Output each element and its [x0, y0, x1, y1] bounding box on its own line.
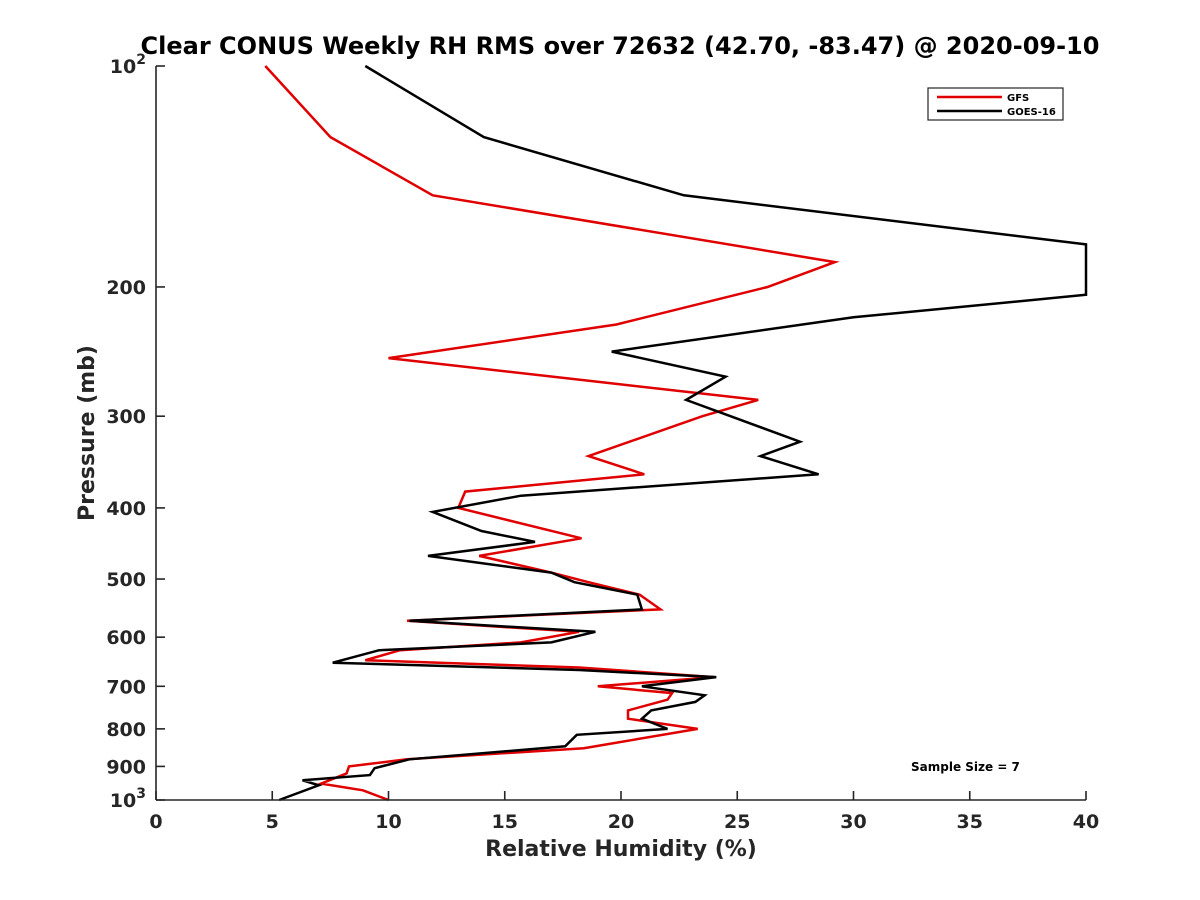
x-tick-label: 15 [492, 811, 518, 833]
x-tick-label: 0 [149, 811, 162, 833]
chart-title: Clear CONUS Weekly RH RMS over 72632 (42… [141, 32, 1100, 60]
sample-size-annotation: Sample Size = 7 [911, 760, 1020, 774]
legend-label-goes16: GOES-16 [1007, 107, 1056, 118]
legend-box [927, 87, 1064, 121]
x-axis-label: Relative Humidity (%) [485, 837, 757, 862]
y-tick-label: 400 [106, 498, 146, 520]
y-tick-label: 800 [106, 719, 146, 741]
x-tick-label: 5 [266, 811, 279, 833]
y-axis-ticks: 102 200 300 400 500 600 700 800 900 103 [106, 52, 165, 812]
series-line-gfs [264, 65, 840, 802]
y-tick-label: 103 [110, 786, 146, 812]
x-tick-label: 35 [957, 811, 983, 833]
series-line-goes16 [278, 64, 1088, 802]
y-tick-label: 500 [106, 569, 146, 591]
y-tick-label: 102 [110, 52, 146, 78]
y-tick-label: 200 [106, 277, 146, 299]
legend: GFS GOES-16 [927, 87, 1064, 121]
y-tick-label: 900 [106, 756, 146, 778]
y-tick-label: 600 [106, 627, 146, 649]
y-axis-label: Pressure (mb) [75, 345, 100, 521]
x-axis-ticks: 0 5 10 15 20 25 30 35 40 [149, 791, 1099, 833]
series-group [264, 64, 1088, 802]
y-tick-label: 700 [106, 676, 146, 698]
x-tick-label: 30 [840, 811, 866, 833]
y-tick-label: 300 [106, 406, 146, 428]
x-tick-label: 25 [724, 811, 750, 833]
x-tick-label: 20 [608, 811, 634, 833]
x-tick-label: 10 [375, 811, 401, 833]
legend-label-gfs: GFS [1007, 93, 1029, 104]
x-tick-label: 40 [1073, 811, 1099, 833]
